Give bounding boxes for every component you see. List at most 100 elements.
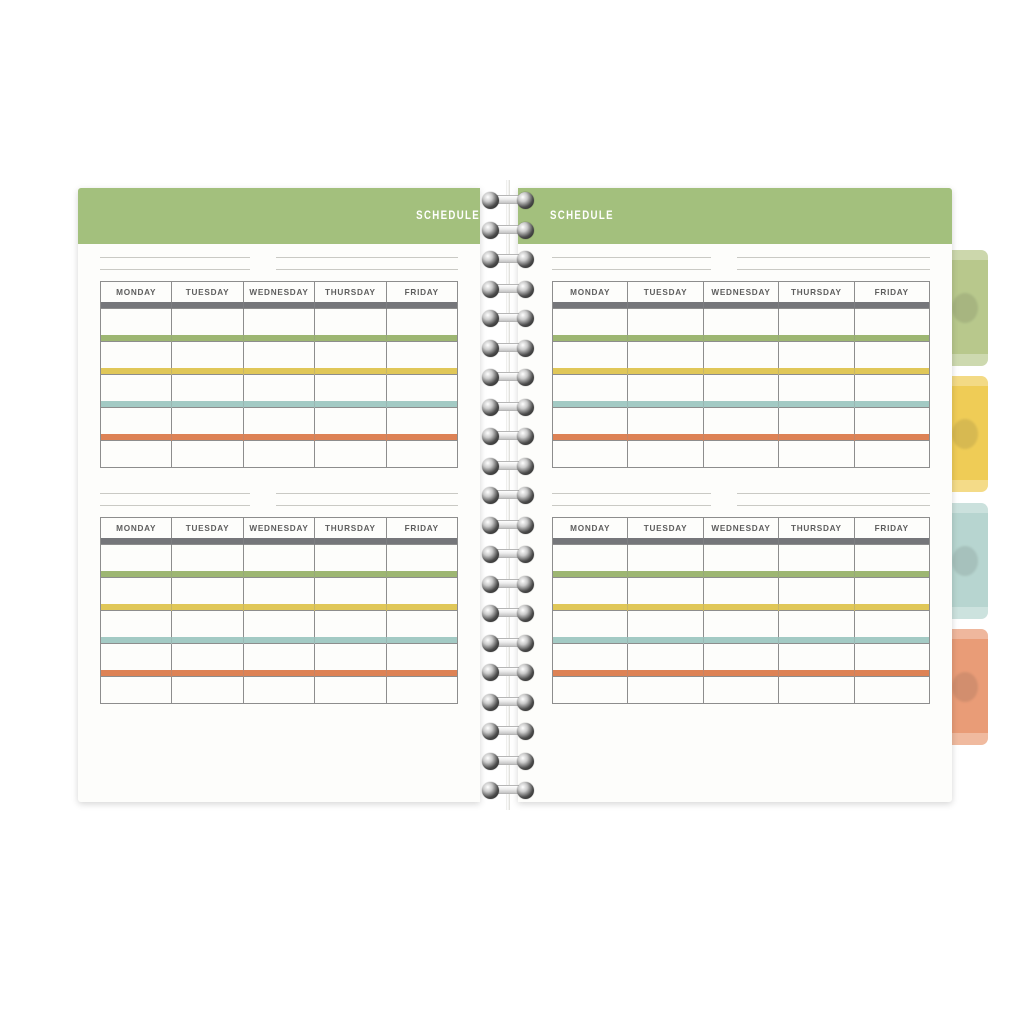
writing-line[interactable] <box>275 505 458 506</box>
writing-line[interactable] <box>736 505 930 506</box>
writing-line[interactable] <box>100 269 250 270</box>
entry-cell[interactable] <box>171 676 244 704</box>
entry-cell[interactable] <box>703 577 780 604</box>
entry-cell[interactable] <box>854 577 930 604</box>
entry-cell[interactable] <box>627 610 704 637</box>
entry-cell[interactable] <box>314 407 387 434</box>
entry-cell[interactable] <box>627 374 704 401</box>
entry-cell[interactable] <box>778 341 855 368</box>
entry-row[interactable] <box>552 577 930 604</box>
tab-orange[interactable] <box>948 629 988 745</box>
entry-cell[interactable] <box>171 577 244 604</box>
entry-cell[interactable] <box>171 544 244 571</box>
entry-cell[interactable] <box>386 676 458 704</box>
entry-row[interactable] <box>552 676 930 704</box>
entry-cell[interactable] <box>314 577 387 604</box>
entry-cell[interactable] <box>703 643 780 670</box>
entry-cell[interactable] <box>703 407 780 434</box>
left-upper-writing-lines[interactable] <box>100 257 458 270</box>
entry-cell[interactable] <box>627 676 704 704</box>
entry-cell[interactable] <box>552 676 629 704</box>
entry-cell[interactable] <box>386 544 458 571</box>
entry-cell[interactable] <box>627 341 704 368</box>
writing-line[interactable] <box>552 269 711 270</box>
entry-cell[interactable] <box>854 643 930 670</box>
entry-row[interactable] <box>552 374 930 401</box>
writing-line[interactable] <box>275 269 458 270</box>
entry-cell[interactable] <box>314 544 387 571</box>
entry-cell[interactable] <box>100 610 173 637</box>
entry-cell[interactable] <box>854 407 930 434</box>
entry-cell[interactable] <box>854 676 930 704</box>
entry-cell[interactable] <box>100 308 173 335</box>
entry-cell[interactable] <box>100 577 173 604</box>
entry-cell[interactable] <box>386 577 458 604</box>
entry-cell[interactable] <box>314 643 387 670</box>
entry-cell[interactable] <box>100 440 173 468</box>
entry-cell[interactable] <box>243 341 316 368</box>
entry-row[interactable] <box>552 544 930 571</box>
entry-cell[interactable] <box>854 610 930 637</box>
entry-cell[interactable] <box>703 544 780 571</box>
entry-cell[interactable] <box>552 374 629 401</box>
entry-cell[interactable] <box>386 374 458 401</box>
entry-cell[interactable] <box>854 374 930 401</box>
tab-teal[interactable] <box>948 503 988 619</box>
entry-cell[interactable] <box>171 407 244 434</box>
entry-cell[interactable] <box>100 407 173 434</box>
writing-line[interactable] <box>552 257 711 258</box>
entry-cell[interactable] <box>243 643 316 670</box>
right-lower-schedule-grid[interactable]: MONDAY TUESDAY WEDNESDAY THURSDAY FRIDAY <box>552 517 930 704</box>
entry-cell[interactable] <box>386 610 458 637</box>
entry-cell[interactable] <box>703 341 780 368</box>
writing-line[interactable] <box>100 505 250 506</box>
entry-cell[interactable] <box>552 308 629 335</box>
right-upper-writing-lines[interactable] <box>552 257 930 270</box>
entry-cell[interactable] <box>703 374 780 401</box>
writing-line[interactable] <box>736 257 930 258</box>
entry-cell[interactable] <box>778 544 855 571</box>
entry-row[interactable] <box>100 341 458 368</box>
entry-cell[interactable] <box>243 440 316 468</box>
entry-cell[interactable] <box>171 341 244 368</box>
entry-row[interactable] <box>552 407 930 434</box>
entry-row[interactable] <box>100 610 458 637</box>
entry-cell[interactable] <box>627 577 704 604</box>
entry-row[interactable] <box>552 440 930 468</box>
entry-cell[interactable] <box>778 610 855 637</box>
entry-cell[interactable] <box>627 407 704 434</box>
entry-cell[interactable] <box>314 440 387 468</box>
writing-line[interactable] <box>100 493 250 494</box>
entry-cell[interactable] <box>243 308 316 335</box>
writing-line[interactable] <box>552 505 711 506</box>
entry-cell[interactable] <box>314 374 387 401</box>
writing-line[interactable] <box>100 257 250 258</box>
entry-cell[interactable] <box>386 440 458 468</box>
writing-line[interactable] <box>552 493 711 494</box>
entry-cell[interactable] <box>703 610 780 637</box>
entry-cell[interactable] <box>552 577 629 604</box>
entry-cell[interactable] <box>703 676 780 704</box>
entry-cell[interactable] <box>778 676 855 704</box>
entry-cell[interactable] <box>778 308 855 335</box>
entry-row[interactable] <box>552 308 930 335</box>
entry-cell[interactable] <box>100 374 173 401</box>
entry-row[interactable] <box>100 407 458 434</box>
entry-cell[interactable] <box>854 544 930 571</box>
right-lower-writing-lines[interactable] <box>552 493 930 506</box>
entry-cell[interactable] <box>100 544 173 571</box>
entry-row[interactable] <box>552 610 930 637</box>
entry-cell[interactable] <box>552 544 629 571</box>
entry-cell[interactable] <box>243 544 316 571</box>
writing-line[interactable] <box>275 493 458 494</box>
entry-cell[interactable] <box>854 341 930 368</box>
entry-cell[interactable] <box>171 643 244 670</box>
entry-cell[interactable] <box>703 440 780 468</box>
entry-cell[interactable] <box>171 374 244 401</box>
left-lower-schedule-grid[interactable]: MONDAY TUESDAY WEDNESDAY THURSDAY FRIDAY <box>100 517 458 704</box>
entry-cell[interactable] <box>552 407 629 434</box>
entry-cell[interactable] <box>703 308 780 335</box>
entry-cell[interactable] <box>854 308 930 335</box>
entry-cell[interactable] <box>778 440 855 468</box>
entry-cell[interactable] <box>627 643 704 670</box>
